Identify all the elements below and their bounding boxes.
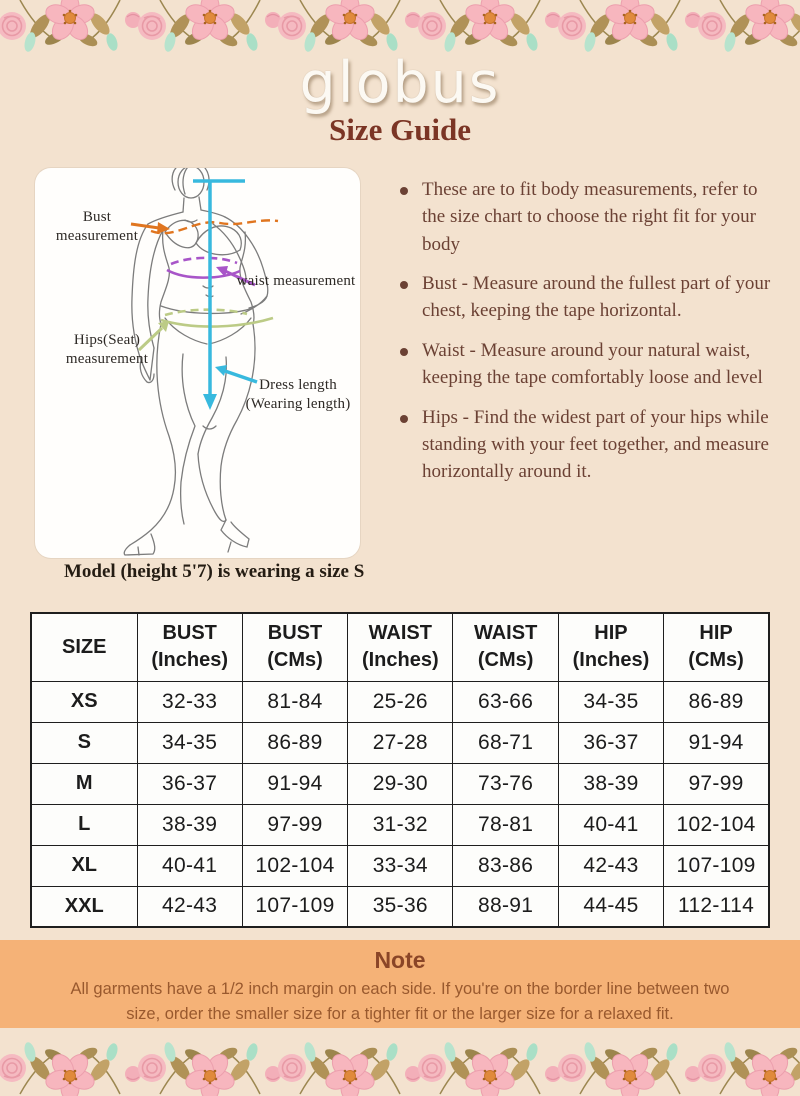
measurement-cell: 102-104 (241, 844, 349, 887)
page-title: Size Guide (328, 112, 472, 147)
bullet-icon (400, 281, 408, 290)
bullet-icon (400, 187, 408, 195)
measurement-cell: 36-37 (136, 762, 243, 805)
measurement-cell: 91-94 (663, 721, 770, 764)
measurement-cell: 42-43 (557, 844, 665, 887)
measurement-cell: 63-66 (452, 680, 559, 723)
measurement-cell: 27-28 (347, 721, 454, 764)
instruction-text: These are to fit body measurements, refe… (422, 179, 758, 255)
size-row: XL 40-41 102-104 33-34 83-86 42-43 107-109 (30, 844, 770, 887)
column-header: SIZE (30, 612, 138, 682)
size-row: S 34-35 86-89 27-28 68-71 36-37 91-94 (30, 721, 770, 764)
measurement-cell: 68-71 (452, 721, 559, 764)
measurement-cell: 40-41 (557, 803, 665, 846)
instruction-text: Hips - Find the widest part of your hips… (422, 406, 769, 483)
measurement-cell: 86-89 (663, 680, 770, 723)
bust-measurement-label: Bust measurement (55, 209, 139, 245)
instruction-text: Waist - Measure around your natural wais… (422, 339, 763, 389)
measurement-cell: 78-81 (452, 803, 559, 846)
measurement-cell: 42-43 (136, 885, 243, 928)
measurement-cell: 91-94 (241, 762, 349, 805)
size-row: XS 32-33 81-84 25-26 63-66 34-35 86-89 (30, 680, 770, 723)
size-row: M 36-37 91-94 29-30 73-76 38-39 97-99 (30, 762, 770, 805)
size-row: XXL 42-43 107-109 35-36 88-91 44-45 112-114 (30, 885, 770, 928)
size-label: XS (30, 680, 138, 723)
column-header: WAIST (CMs) (452, 612, 559, 682)
measurement-cell: 107-109 (663, 844, 770, 887)
measurement-cell: 83-86 (452, 844, 559, 887)
column-header: BUST (CMs) (241, 612, 349, 682)
instruction-item: Hips - Find the widest part of your hips… (400, 404, 790, 486)
column-header: BUST (Inches) (136, 612, 243, 682)
measurement-cell: 86-89 (241, 721, 349, 764)
measurement-cell: 44-45 (557, 885, 665, 928)
measurement-cell: 34-35 (136, 721, 243, 764)
measurement-cell: 33-34 (347, 844, 454, 887)
floral-border-top (0, 0, 800, 52)
measurement-cell: 112-114 (663, 885, 770, 928)
measurement-cell: 38-39 (557, 762, 665, 805)
measurement-cell: 73-76 (452, 762, 559, 805)
measurement-cell: 32-33 (136, 680, 243, 723)
table-header-row: SIZE BUST (Inches) BUST (CMs) WAIST (Inches) WA… (30, 612, 770, 682)
dress-length-label: Dress length (Wearing length) (245, 377, 351, 413)
model-size-caption: Model (height 5'7) is wearing a size S (64, 561, 365, 582)
note-title: Note (374, 947, 426, 973)
measurement-diagram-card: Bust measurement waist measurement Hips(… (35, 168, 360, 558)
measurement-cell: 97-99 (663, 762, 770, 805)
brand-logo: globus (299, 50, 501, 116)
measurement-cell: 40-41 (136, 844, 243, 887)
note-section: Note All garments have a 1/2 inch margin… (0, 940, 800, 1028)
column-header: WAIST (Inches) (347, 612, 454, 682)
instruction-item: Waist - Measure around your natural wais… (400, 337, 790, 392)
size-label: XXL (30, 885, 138, 928)
bullet-icon (400, 414, 408, 423)
column-header: HIP (Inches) (557, 612, 665, 682)
instruction-text: Bust - Measure around the fullest part o… (422, 273, 771, 322)
size-label: M (30, 762, 138, 805)
measurement-cell: 38-39 (136, 803, 243, 846)
size-label: L (30, 803, 138, 846)
size-label: S (30, 721, 138, 764)
measurement-cell: 36-37 (557, 721, 665, 764)
size-row: L 38-39 97-99 31-32 78-81 40-41 102-104 (30, 803, 770, 846)
column-header: HIP (CMs) (663, 612, 770, 682)
bullet-icon (400, 347, 408, 356)
note-text: All garments have a 1/2 inch margin on e… (70, 980, 730, 1024)
instruction-item: Bust - Measure around the fullest part o… (400, 270, 790, 325)
floral-border-bottom (0, 1040, 800, 1096)
instructions-list: These are to fit body measurements, refe… (400, 176, 790, 498)
hips-measurement-label: Hips(Seat) measurement (65, 332, 149, 368)
waist-measurement-label: waist measurement (236, 273, 356, 289)
measurement-cell: 25-26 (347, 680, 454, 723)
measurement-cell: 97-99 (241, 803, 349, 846)
measurement-cell: 88-91 (452, 885, 559, 928)
measurement-cell: 81-84 (241, 680, 349, 723)
body-figure-illustration (123, 168, 279, 556)
measurement-cell: 107-109 (241, 885, 349, 928)
measurement-cell: 34-35 (557, 680, 665, 723)
size-label: XL (30, 844, 138, 887)
measurement-cell: 102-104 (663, 803, 770, 846)
size-chart-table: SIZE BUST (Inches) BUST (CMs) WAIST (Inches) WA… (30, 612, 770, 928)
measurement-cell: 31-32 (347, 803, 454, 846)
measurement-cell: 29-30 (347, 762, 454, 805)
instruction-item: These are to fit body measurements, refe… (400, 176, 790, 258)
measurement-cell: 35-36 (347, 885, 454, 928)
